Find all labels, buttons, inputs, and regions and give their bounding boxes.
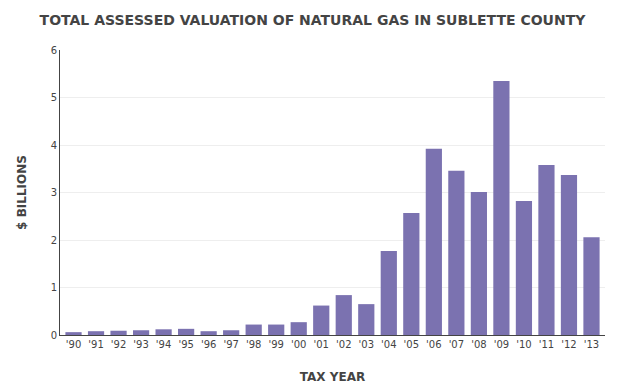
svg-text:'92: '92 (111, 339, 126, 350)
svg-text:'90: '90 (66, 339, 81, 350)
svg-text:1: 1 (51, 282, 57, 293)
svg-text:'07: '07 (449, 339, 464, 350)
svg-text:6: 6 (51, 45, 57, 56)
svg-text:2: 2 (51, 235, 57, 246)
svg-text:'04: '04 (381, 339, 396, 350)
svg-text:'01: '01 (313, 339, 328, 350)
svg-text:'95: '95 (178, 339, 193, 350)
svg-text:TAX YEAR: TAX YEAR (300, 370, 365, 384)
svg-text:4: 4 (51, 140, 57, 151)
svg-text:'03: '03 (359, 339, 374, 350)
svg-text:'97: '97 (223, 339, 238, 350)
svg-text:'94: '94 (156, 339, 171, 350)
svg-text:TOTAL ASSESSED VALUATION OF NA: TOTAL ASSESSED VALUATION OF NATURAL GAS … (40, 12, 587, 28)
svg-text:'05: '05 (404, 339, 419, 350)
svg-text:'98: '98 (246, 339, 261, 350)
svg-text:'13: '13 (584, 339, 599, 350)
svg-text:'11: '11 (539, 339, 554, 350)
svg-text:'08: '08 (471, 339, 486, 350)
svg-text:'06: '06 (426, 339, 441, 350)
svg-text:'00: '00 (291, 339, 306, 350)
svg-text:'93: '93 (133, 339, 148, 350)
svg-text:'10: '10 (516, 339, 531, 350)
svg-text:'02: '02 (336, 339, 351, 350)
svg-text:$ BILLIONS: $ BILLIONS (15, 155, 29, 230)
svg-text:'96: '96 (201, 339, 216, 350)
svg-text:'12: '12 (561, 339, 576, 350)
svg-text:'91: '91 (88, 339, 103, 350)
svg-text:3: 3 (51, 187, 57, 198)
svg-text:'99: '99 (268, 339, 283, 350)
svg-text:5: 5 (51, 92, 57, 103)
svg-text:'09: '09 (494, 339, 509, 350)
svg-text:0: 0 (51, 330, 57, 341)
